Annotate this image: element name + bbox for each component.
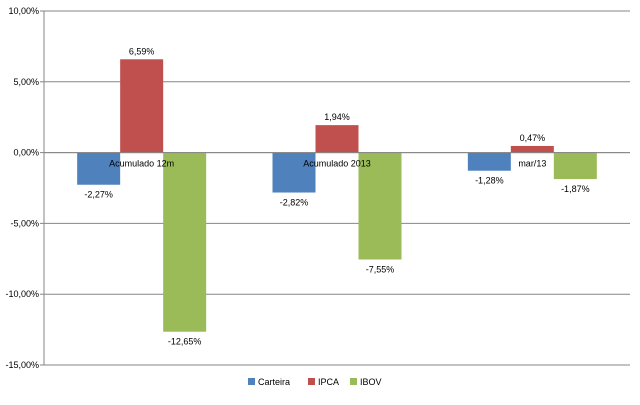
- category-label-acumulado-2013: Acumulado 2013: [303, 159, 371, 169]
- legend-label-ibov: IBOV: [360, 377, 382, 387]
- category-labels: Acumulado 12m Acumulado 2013 mar/13: [109, 159, 546, 169]
- data-label-ipca-acumulado-2013: 1,94%: [324, 112, 350, 122]
- bar-ibov-acumulado-12m: [163, 152, 207, 332]
- data-label-carteira-acumulado-2013: -2,82%: [280, 198, 309, 208]
- data-labels: -2,27% 6,59% -12,65% -2,82% 1,94% -7,55% -1,28…: [84, 46, 589, 346]
- bar-ibov-mar-13: [553, 152, 597, 180]
- y-tick-label: -5,00%: [10, 218, 39, 228]
- data-label-ipca-acumulado-12m: 6,59%: [129, 46, 155, 56]
- y-tick-label: 10,00%: [8, 6, 39, 16]
- bar-carteira-acumulado-2013: [272, 152, 316, 193]
- y-tick-label: -15,00%: [5, 360, 39, 370]
- legend-swatch-carteira: [248, 378, 255, 385]
- bar-ibov-acumulado-2013: [358, 152, 402, 260]
- bar-ipca-acumulado-12m: [120, 59, 164, 153]
- bar-ipca-mar-13: [510, 145, 554, 153]
- legend-label-ipca: IPCA: [318, 377, 339, 387]
- bar-ipca-acumulado-2013: [315, 125, 359, 153]
- legend: Carteira IPCA IBOV: [248, 377, 382, 387]
- legend-swatch-ipca: [308, 378, 315, 385]
- y-tick-label: -10,00%: [5, 289, 39, 299]
- bar-carteira-acumulado-12m: [77, 152, 121, 185]
- data-label-carteira-mar-13: -1,28%: [475, 176, 504, 186]
- y-axis-tick-labels: 10,00% 5,00% 0,00% -5,00% -10,00% -15,00%: [5, 6, 39, 370]
- data-label-carteira-acumulado-12m: -2,27%: [84, 190, 113, 200]
- y-tick-label: 5,00%: [13, 77, 39, 87]
- category-label-mar-13: mar/13: [518, 159, 546, 169]
- data-label-ibov-acumulado-12m: -12,65%: [168, 337, 202, 347]
- legend-label-carteira: Carteira: [258, 377, 290, 387]
- data-label-ibov-mar-13: -1,87%: [561, 184, 590, 194]
- category-label-acumulado-12m: Acumulado 12m: [109, 159, 174, 169]
- bars: [77, 59, 597, 332]
- y-tick-label: 0,00%: [13, 148, 39, 158]
- legend-swatch-ibov: [350, 378, 357, 385]
- bar-carteira-mar-13: [467, 152, 511, 171]
- data-label-ipca-mar-13: 0,47%: [520, 133, 546, 143]
- data-label-ibov-acumulado-2013: -7,55%: [366, 265, 395, 275]
